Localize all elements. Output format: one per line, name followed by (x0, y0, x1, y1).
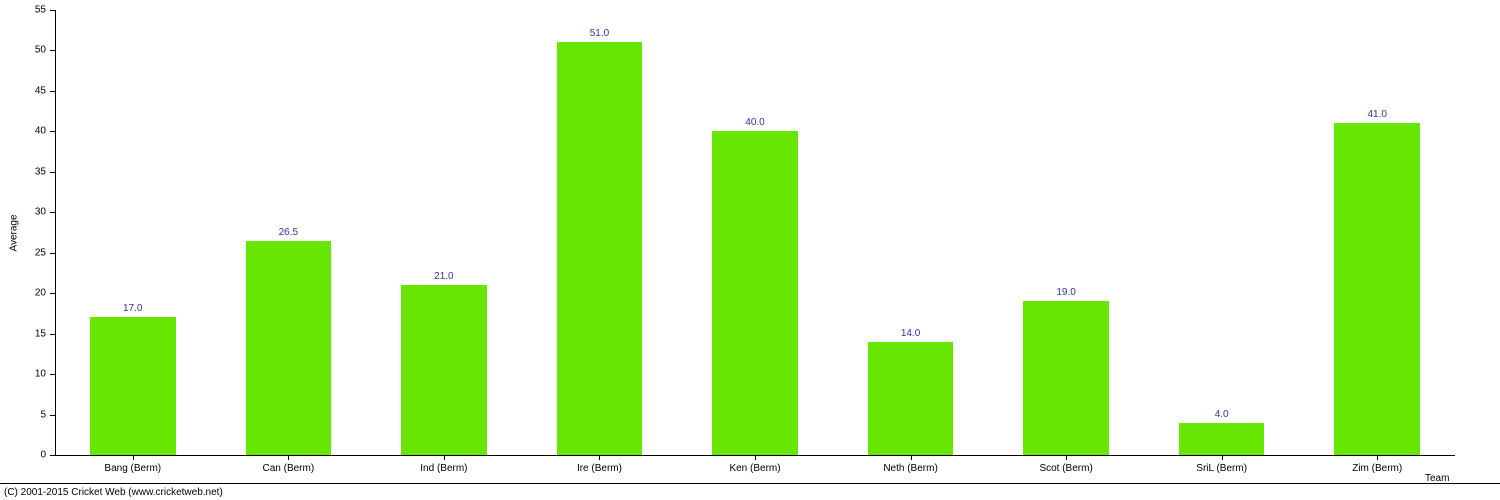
bar-value-label: 14.0 (901, 328, 920, 339)
x-tick-label: Ken (Berm) (729, 463, 780, 474)
copyright-divider (0, 483, 1500, 484)
x-tick-label: Can (Berm) (262, 463, 314, 474)
y-tick-label: 55 (0, 5, 46, 16)
x-tick (599, 455, 600, 460)
x-tick-label: Bang (Berm) (104, 463, 161, 474)
bar-value-label: 40.0 (745, 117, 764, 128)
bar-value-label: 51.0 (590, 28, 609, 39)
bar-value-label: 4.0 (1215, 409, 1229, 420)
x-tick (133, 455, 134, 460)
y-tick (50, 10, 55, 11)
x-tick-label: Ire (Berm) (577, 463, 622, 474)
x-tick (1222, 455, 1223, 460)
bar (1023, 301, 1109, 455)
bar-value-label: 21.0 (434, 271, 453, 282)
y-tick-label: 5 (0, 409, 46, 420)
y-tick (50, 334, 55, 335)
bar (1334, 123, 1420, 455)
x-tick (755, 455, 756, 460)
bar (557, 42, 643, 455)
y-axis-line (55, 10, 56, 455)
y-tick-label: 40 (0, 126, 46, 137)
bar (246, 241, 332, 455)
y-tick-label: 0 (0, 450, 46, 461)
x-tick-label: Scot (Berm) (1039, 463, 1092, 474)
y-tick (50, 455, 55, 456)
x-tick-label: SriL (Berm) (1196, 463, 1247, 474)
x-tick (444, 455, 445, 460)
copyright-text: (C) 2001-2015 Cricket Web (www.cricketwe… (4, 487, 223, 498)
bar-value-label: 19.0 (1056, 287, 1075, 298)
y-tick-label: 50 (0, 45, 46, 56)
x-tick-label: Neth (Berm) (883, 463, 937, 474)
x-tick (1066, 455, 1067, 460)
bar (868, 342, 954, 455)
y-tick (50, 212, 55, 213)
bar (401, 285, 487, 455)
y-tick (50, 50, 55, 51)
y-tick-label: 15 (0, 328, 46, 339)
y-tick-label: 35 (0, 166, 46, 177)
y-tick (50, 91, 55, 92)
y-tick-label: 20 (0, 288, 46, 299)
bar (90, 317, 176, 455)
y-axis-title: Average (9, 214, 20, 251)
y-tick (50, 253, 55, 254)
y-tick-label: 30 (0, 207, 46, 218)
y-tick (50, 131, 55, 132)
x-tick-label: Ind (Berm) (420, 463, 467, 474)
bar-value-label: 17.0 (123, 303, 142, 314)
y-tick-label: 10 (0, 369, 46, 380)
y-tick (50, 293, 55, 294)
x-tick (1377, 455, 1378, 460)
y-tick (50, 172, 55, 173)
bar-value-label: 41.0 (1367, 109, 1386, 120)
y-tick-label: 25 (0, 247, 46, 258)
y-tick (50, 415, 55, 416)
bar (1179, 423, 1265, 455)
x-tick-label: Zim (Berm) (1352, 463, 1402, 474)
y-tick (50, 374, 55, 375)
bar-value-label: 26.5 (279, 227, 298, 238)
chart-container: 0 5 10 15 20 25 30 35 40 45 50 55 Bang (Berm) Can (B… (0, 0, 1500, 500)
x-tick (288, 455, 289, 460)
bar (712, 131, 798, 455)
x-tick (911, 455, 912, 460)
y-tick-label: 45 (0, 85, 46, 96)
